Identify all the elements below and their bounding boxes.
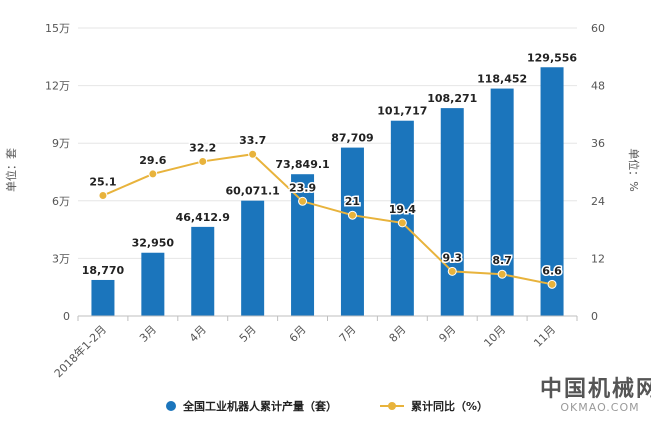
line-value-label: 32.2 xyxy=(189,141,216,154)
watermark-cn: 中国机械网 xyxy=(540,377,651,402)
growth-polyline xyxy=(102,153,553,286)
line-value-label: 19.4 xyxy=(389,203,416,216)
bar xyxy=(490,88,514,316)
line-point xyxy=(347,210,357,220)
y-right-tick-label: 12 xyxy=(591,252,605,265)
bar xyxy=(540,67,564,317)
bar xyxy=(390,120,414,316)
line-value-label: 25.1 xyxy=(89,176,116,189)
bar-value-label: 108,271 xyxy=(427,92,477,105)
bar xyxy=(241,200,265,316)
bar-value-label: 87,709 xyxy=(331,132,373,145)
y-left-tick-label: 6万 xyxy=(52,195,70,208)
line-point xyxy=(497,269,507,279)
y-left-tick-label: 9万 xyxy=(52,137,70,150)
line-value-label: 23.9 xyxy=(289,181,316,194)
y-left-tick-label: 0 xyxy=(63,310,70,323)
x-tick-label: 8月 xyxy=(387,323,409,345)
bar-value-label: 118,452 xyxy=(477,73,527,86)
line-point xyxy=(397,218,407,228)
legend-line-label: 累计同比（%） xyxy=(411,399,488,413)
y-right-tick-label: 60 xyxy=(591,22,605,35)
y-left-tick-label: 3万 xyxy=(52,252,70,265)
y-left-tick-label: 12万 xyxy=(45,80,70,93)
line-point xyxy=(547,279,557,289)
bar xyxy=(91,279,115,316)
bar-value-label: 101,717 xyxy=(377,105,427,118)
growth-line: 25.1 29.6 32.2 33.7 23.9 21 19.4 9.3 8.7 6.6 xyxy=(88,133,564,289)
line-point xyxy=(298,196,308,206)
line-point xyxy=(98,191,108,201)
legend: 全国工业机器人累计产量（套） 累计同比（%） xyxy=(166,399,488,413)
x-tick-label: 5月 xyxy=(237,323,259,345)
y-right-tick-label: 24 xyxy=(591,195,605,208)
line-point xyxy=(198,156,208,166)
bar xyxy=(141,252,165,316)
line-value-label: 21 xyxy=(345,195,360,208)
bar xyxy=(440,108,464,316)
bar-value-label: 46,412.9 xyxy=(176,211,230,224)
line-value-label: 6.6 xyxy=(542,264,562,277)
bar-value-label: 18,770 xyxy=(82,264,125,277)
x-tick-label: 9月 xyxy=(436,323,458,345)
y-right-tick-label: 36 xyxy=(591,137,605,150)
line-point xyxy=(148,169,158,179)
bar xyxy=(191,226,215,316)
bar-value-label: 32,950 xyxy=(132,237,175,250)
line-value-label: 33.7 xyxy=(239,134,266,147)
bar-value-label: 60,071.1 xyxy=(226,185,280,198)
x-tick-label: 2018年1-2月 xyxy=(51,322,109,380)
bar xyxy=(340,147,364,316)
line-value-label: 9.3 xyxy=(443,251,463,264)
x-tick-label: 4月 xyxy=(187,323,209,345)
line-value-label: 8.7 xyxy=(492,254,512,267)
x-tick-label: 7月 xyxy=(337,323,359,345)
watermark-en: OKMAO.COM xyxy=(560,401,639,414)
legend-bar-label: 全国工业机器人累计产量（套） xyxy=(182,399,337,413)
bar-value-label: 129,556 xyxy=(527,51,577,64)
watermark: 中国机械网 OKMAO.COM xyxy=(540,377,651,414)
bar xyxy=(291,174,315,316)
line-point xyxy=(248,149,258,159)
y-right-axis-title: 单位：% xyxy=(627,148,641,191)
line-value-label: 29.6 xyxy=(139,154,166,167)
y-right-tick-label: 0 xyxy=(591,310,598,323)
x-tick-label: 6月 xyxy=(287,323,309,345)
y-right-tick-label: 48 xyxy=(591,80,605,93)
x-tick-label: 10月 xyxy=(481,323,508,350)
legend-line-marker xyxy=(388,402,396,410)
y-left-axis-title: 单位：套 xyxy=(4,148,18,192)
x-tick-label: 11月 xyxy=(531,323,558,350)
line-point xyxy=(447,266,457,276)
legend-bar-marker xyxy=(166,401,176,411)
x-tick-label: 3月 xyxy=(137,323,159,345)
y-left-tick-label: 15万 xyxy=(45,22,70,35)
bar-value-label: 73,849.1 xyxy=(275,158,329,171)
